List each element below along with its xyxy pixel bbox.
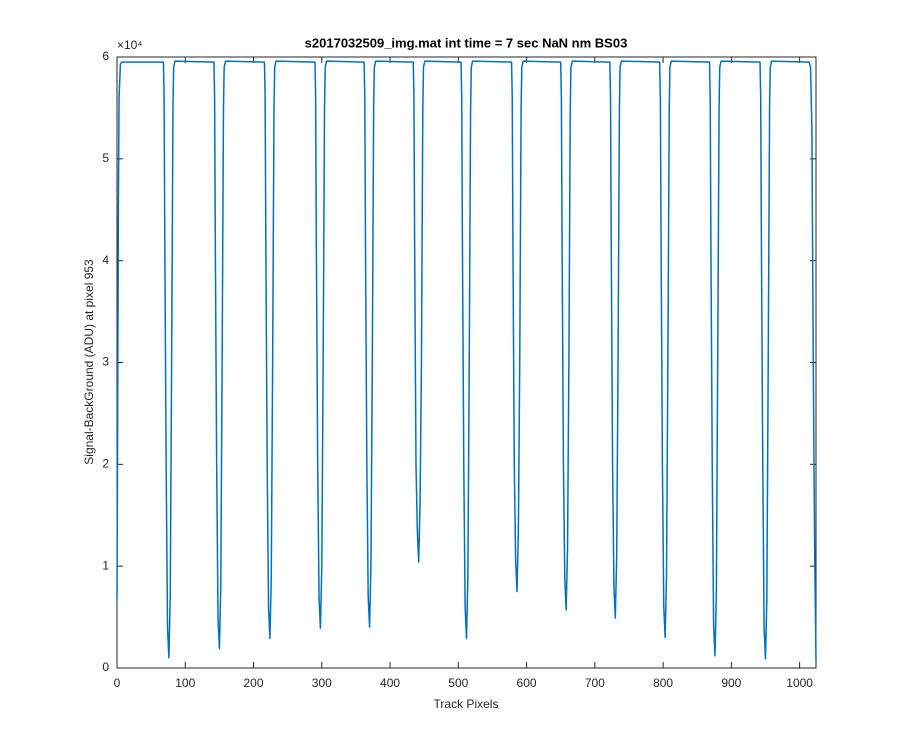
- y-tick-label: 6: [102, 49, 109, 63]
- x-tick-label: 700: [585, 676, 605, 690]
- x-tick-label: 400: [380, 676, 400, 690]
- y-tick-label: 3: [102, 355, 109, 369]
- y-tick-label: 4: [102, 253, 109, 267]
- y-exponent: ×10⁴: [117, 38, 143, 52]
- plot-frame: [116, 56, 817, 669]
- x-tick-label: 1000: [786, 676, 813, 690]
- x-tick-label: 600: [517, 676, 537, 690]
- x-tick-label: 800: [653, 676, 673, 690]
- x-tick-label: 200: [244, 676, 264, 690]
- y-tick-label: 2: [102, 457, 109, 471]
- x-tick-label: 0: [114, 676, 121, 690]
- x-tick-label: 100: [175, 676, 195, 690]
- y-tick-label: 1: [102, 558, 109, 572]
- y-tick-label: 5: [102, 151, 109, 165]
- data-line: [116, 60, 817, 661]
- x-tick-label: 900: [721, 676, 741, 690]
- chart-title: s2017032509_img.mat int time = 7 sec NaN…: [305, 35, 628, 50]
- y-tick-label: 0: [102, 660, 109, 674]
- x-tick-label: 300: [312, 676, 332, 690]
- x-tick-label: 500: [448, 676, 468, 690]
- x-axis-label: Track Pixels: [434, 697, 499, 711]
- y-axis-label: Signal-BackGround (ADU) at pixel 953: [82, 259, 96, 465]
